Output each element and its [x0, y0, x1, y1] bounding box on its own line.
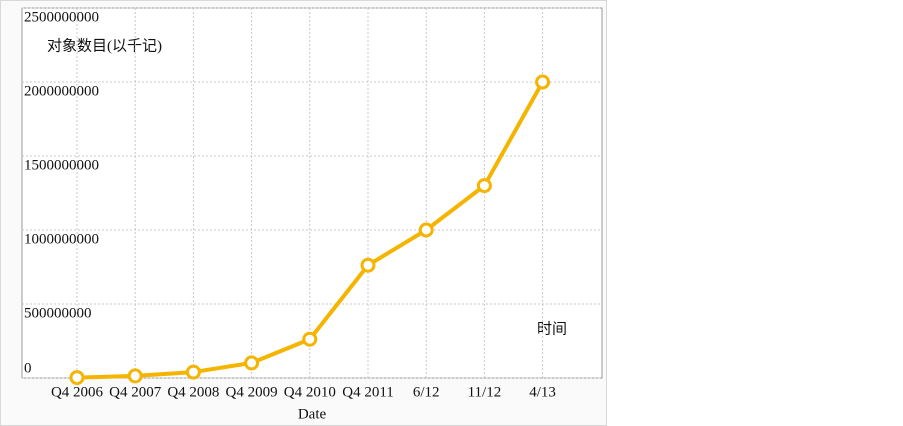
y-tick-label: 2000000000	[24, 83, 99, 99]
x-tick-label: Q4 2008	[167, 384, 219, 400]
x-tick-label: 11/12	[468, 384, 502, 400]
data-point	[476, 178, 492, 194]
x-tick-label: Q4 2011	[342, 384, 394, 400]
x-axis-label: Date	[298, 406, 327, 422]
x-tick-label: 4/13	[529, 384, 556, 400]
x-tick-label: Q4 2009	[226, 384, 278, 400]
data-point	[185, 364, 201, 380]
data-point	[418, 222, 434, 238]
x-tick-label: Q4 2010	[284, 384, 336, 400]
y-tick-label: 500000000	[24, 305, 92, 321]
y-axis-label: 对象数目(以千记)	[47, 37, 162, 54]
y-tick-label: 1500000000	[24, 157, 99, 173]
annotation: 时间	[537, 320, 567, 337]
data-point	[69, 370, 85, 386]
data-point	[535, 74, 551, 90]
x-tick-label: 6/12	[413, 384, 440, 400]
plot-area	[21, 7, 603, 379]
data-point	[302, 331, 318, 347]
x-tick-label: Q4 2007	[109, 384, 162, 400]
data-point	[360, 257, 376, 273]
x-tick-label: Q4 2006	[51, 384, 104, 400]
data-point	[244, 355, 260, 371]
y-tick-label: 0	[24, 360, 32, 376]
y-tick-label: 1000000000	[24, 231, 99, 247]
y-tick-label: 2500000000	[24, 9, 99, 25]
data-point	[127, 368, 143, 384]
